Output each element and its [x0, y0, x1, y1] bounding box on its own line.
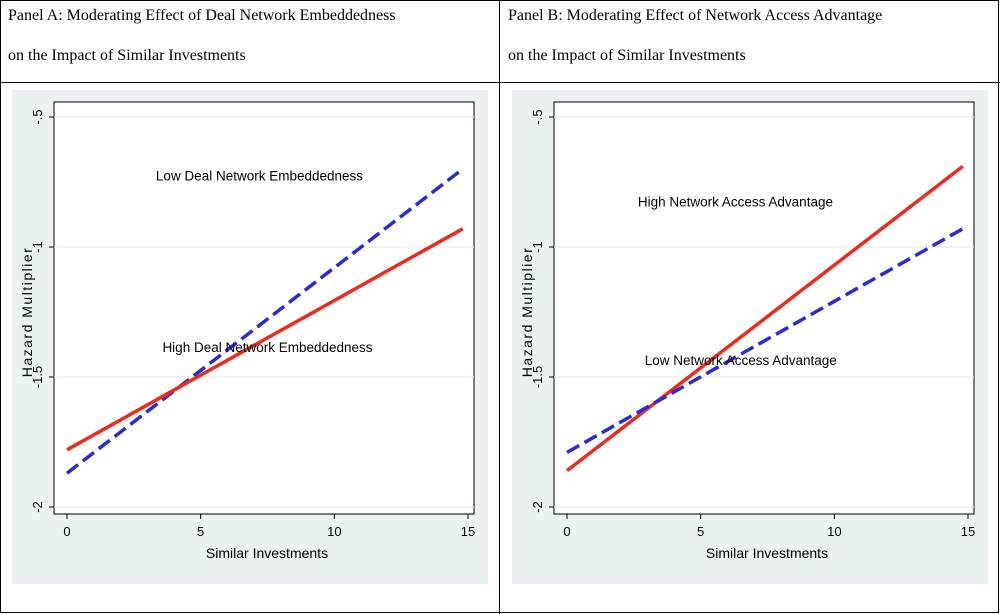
x-tick-label: 5 [197, 524, 204, 539]
header-divider [0, 82, 1000, 83]
plot-area [53, 101, 475, 515]
column-divider [499, 0, 500, 614]
series-annotation: Low Network Access Advantage [645, 353, 837, 368]
plot-area [553, 101, 975, 515]
x-tick-label: 0 [63, 524, 70, 539]
series-line-solid [66, 227, 464, 452]
series-annotation: High Network Access Advantage [638, 194, 833, 209]
chart-panel-a: -2 -1.5 -1 -.5 0 5 10 15 Similar Investments Haza… [19, 101, 475, 561]
y-tick-label: -.5 [30, 109, 45, 124]
panel-a-title-line2: on the Impact of Similar Investments [8, 47, 246, 64]
y-tick-label: -1.5 [530, 366, 545, 388]
y-axis-title: Hazard Multiplier [519, 247, 535, 378]
chart-panel-b: -2 -1.5 -1 -.5 0 5 10 15 Similar Investments Haza… [519, 101, 975, 561]
x-tick-label: 15 [961, 524, 975, 539]
panel-b-title-line2: on the Impact of Similar Investments [508, 47, 746, 64]
x-tick-label: 15 [461, 524, 475, 539]
y-tick-label: -1.5 [30, 366, 45, 388]
y-tick-label: -2 [30, 501, 45, 513]
y-tick-label: -.5 [530, 109, 545, 124]
x-tick-label: 0 [563, 524, 570, 539]
panel-b-title-line1: Panel B: Moderating Effect of Network Ac… [508, 7, 883, 24]
series-annotation: Low Deal Network Embeddedness [156, 168, 363, 183]
series-line-solid [565, 165, 964, 472]
x-tick-label: 5 [697, 524, 704, 539]
x-tick-label: 10 [327, 524, 341, 539]
y-axis-title: Hazard Multiplier [19, 247, 35, 378]
x-axis-title: Similar Investments [706, 545, 828, 561]
y-tick-label: -2 [530, 501, 545, 513]
x-axis-title: Similar Investments [206, 545, 328, 561]
panel-a-title-line1: Panel A: Moderating Effect of Deal Netwo… [8, 7, 396, 24]
series-line-dashed [566, 227, 964, 454]
series-annotation: High Deal Network Embeddedness [162, 340, 372, 355]
series-line-dashed [65, 167, 464, 475]
y-tick-label: -1 [30, 241, 45, 253]
y-tick-label: -1 [530, 241, 545, 253]
x-tick-label: 10 [827, 524, 841, 539]
